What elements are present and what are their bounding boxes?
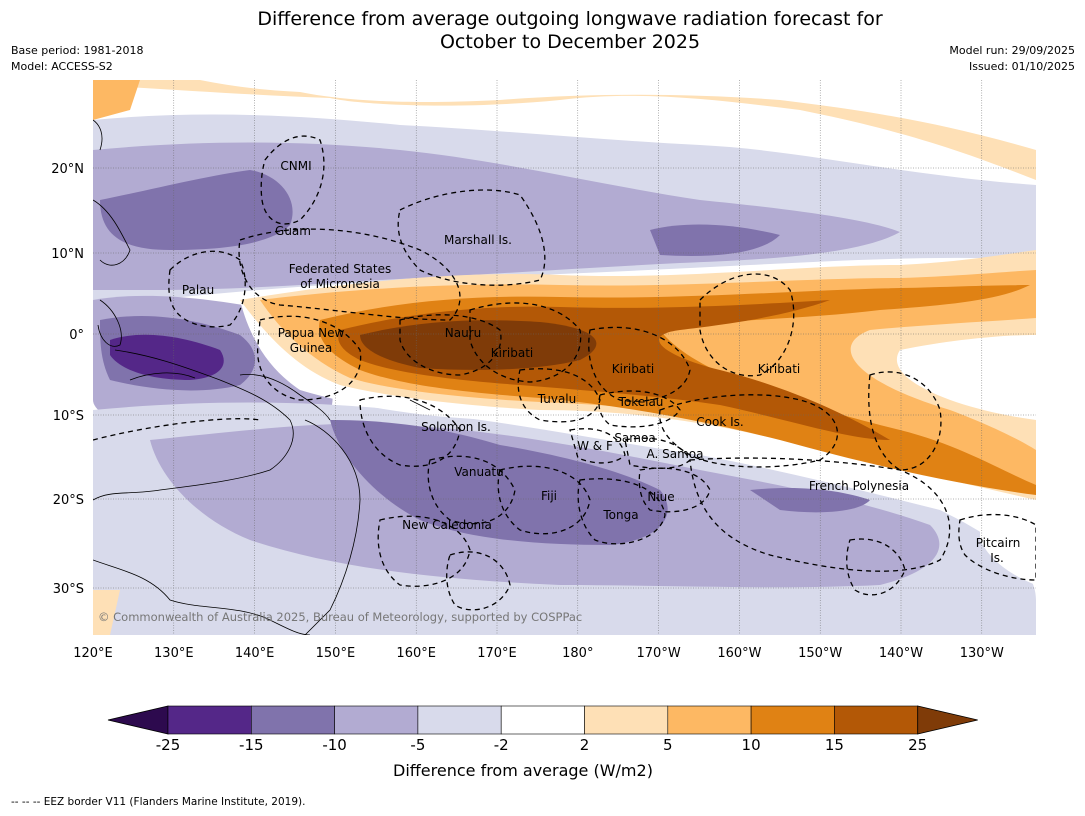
lat-tick-label: 20°N	[51, 162, 84, 177]
lon-tick-label: 140°E	[235, 646, 275, 661]
lat-tick-label: 10°N	[51, 247, 84, 262]
region-label: Kiribati	[491, 346, 533, 360]
region-label: Kiribati	[758, 362, 800, 376]
model-name: Model: ACCESS-S2	[11, 60, 113, 73]
lat-tick-label: 10°S	[53, 409, 84, 424]
region-label: A. Samoa	[647, 447, 704, 461]
lon-tick-label: 130°W	[960, 646, 1004, 661]
issued-date: Issued: 01/10/2025	[968, 60, 1075, 73]
lon-tick-label: 180°	[562, 646, 593, 661]
lat-tick-label: 30°S	[53, 582, 84, 597]
lon-tick-label: 170°E	[477, 646, 517, 661]
lon-tick-label: 140°W	[879, 646, 923, 661]
meta-left: Base period: 1981-2018 Model: ACCESS-S2	[11, 43, 143, 75]
colorbar-tick-label: 10	[742, 736, 761, 754]
region-label: Samoa	[614, 431, 655, 445]
colorbar-segment	[667, 705, 752, 735]
region-label: CNMI	[280, 159, 311, 173]
region-label: Fiji	[541, 489, 557, 503]
region-label: Cook Is.	[696, 415, 743, 429]
lon-tick-label: 120°E	[73, 646, 113, 661]
colorbar-tick-label: -25	[156, 736, 181, 754]
region-label: Niue	[647, 490, 674, 504]
region-label: French Polynesia	[809, 479, 909, 493]
region-label: Solomon Is.	[421, 420, 491, 434]
colorbar-segment	[750, 705, 835, 735]
region-label: Papua New	[278, 326, 345, 340]
region-label: of Micronesia	[300, 277, 380, 291]
lon-tick-label: 160°E	[396, 646, 436, 661]
colorbar-max-arrow	[917, 705, 978, 735]
copyright-text: © Commonwealth of Australia 2025, Bureau…	[98, 610, 582, 624]
region-label: Tuvalu	[537, 392, 577, 406]
model-run: Model run: 29/09/2025	[949, 44, 1075, 57]
colorbar-tick-label: 25	[908, 736, 927, 754]
region-label: Guam	[275, 224, 311, 238]
colorbar-tick-label: 2	[580, 736, 590, 754]
colorbar-min-arrow	[107, 705, 169, 735]
colorbar-segment	[417, 705, 502, 735]
region-label: Federated States	[289, 262, 391, 276]
meta-right: Model run: 29/09/2025 Issued: 01/10/2025	[949, 43, 1075, 75]
region-label: W & F	[577, 439, 613, 453]
region-label: Kiribati	[612, 362, 654, 376]
lon-tick-label: 150°E	[316, 646, 356, 661]
region-label: Tokelau	[618, 395, 664, 409]
eez-footer-note: -- -- -- EEZ border V11 (Flanders Marine…	[11, 796, 306, 808]
colorbar-segment	[584, 705, 669, 735]
base-period: Base period: 1981-2018	[11, 44, 144, 57]
colorbar-segment	[167, 705, 252, 735]
region-label: Marshall Is.	[444, 233, 512, 247]
region-label: Pitcairn	[976, 536, 1021, 550]
region-label: Tonga	[602, 508, 638, 522]
region-label: New Caledonia	[402, 518, 492, 532]
region-label: Vanuatu	[454, 465, 504, 479]
region-label: Is.	[990, 551, 1004, 565]
lat-tick-label: 20°S	[53, 493, 84, 508]
colorbar: -25 -15 -10 -5 -2 2 5 10 15 25	[107, 705, 978, 754]
lat-tick-label: 0°	[69, 328, 84, 343]
colorbar-segment	[251, 705, 335, 735]
colorbar-tick-label: -2	[494, 736, 509, 754]
colorbar-title: Difference from average (W/m2)	[393, 761, 653, 780]
region-label: Nauru	[445, 326, 481, 340]
colorbar-segment	[334, 705, 419, 735]
chart-title: Difference from average outgoing longwav…	[0, 8, 1085, 54]
lon-tick-label: 170°W	[637, 646, 681, 661]
title-line-2: October to December 2025	[439, 31, 701, 53]
colorbar-segment	[500, 705, 585, 735]
lon-tick-label: 150°W	[798, 646, 842, 661]
colorbar-segment	[834, 705, 919, 735]
colorbar-tick-label: 15	[825, 736, 844, 754]
colorbar-tick-label: -10	[322, 736, 347, 754]
lon-tick-label: 130°E	[154, 646, 194, 661]
colorbar-tick-label: 5	[663, 736, 673, 754]
colorbar-tick-label: -15	[239, 736, 264, 754]
lon-tick-label: 160°W	[717, 646, 761, 661]
region-label: Guinea	[290, 341, 333, 355]
colorbar-tick-label: -5	[410, 736, 425, 754]
region-label: Palau	[182, 283, 214, 297]
title-line-1: Difference from average outgoing longwav…	[257, 8, 883, 30]
